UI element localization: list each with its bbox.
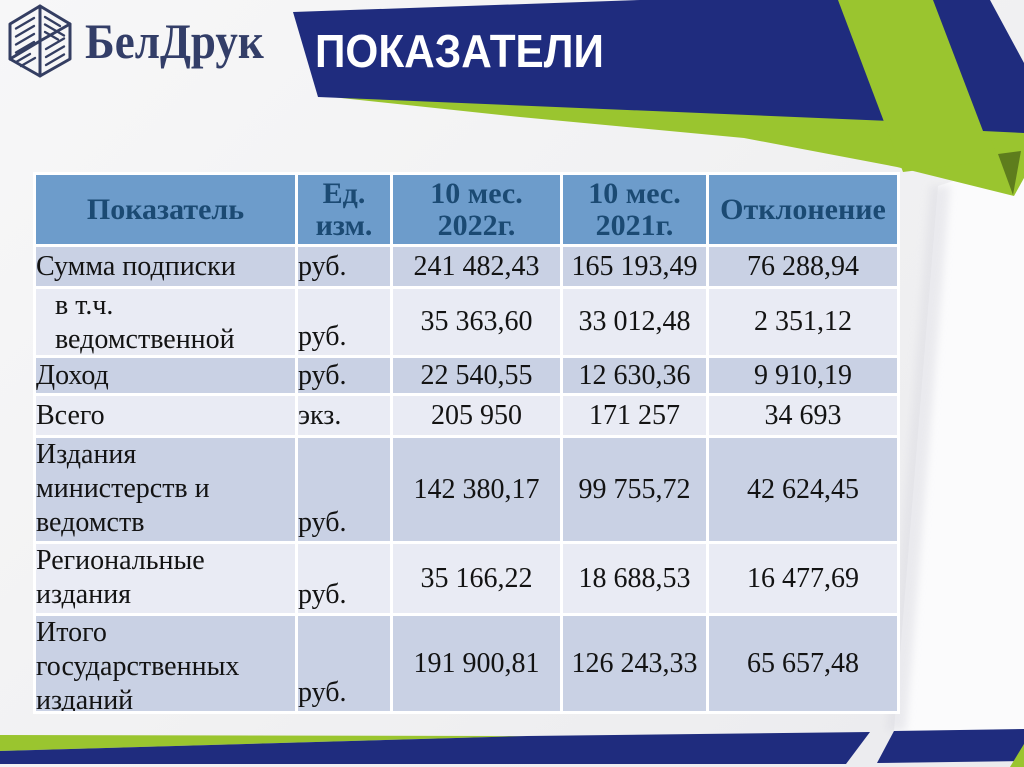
row-unit: руб.	[295, 435, 393, 544]
page-crease-shadow	[886, 186, 950, 731]
row-2021-value: 126 243,33	[560, 613, 709, 714]
row-name: Региональные издания	[33, 541, 298, 616]
row-deviation-value: 76 288,94	[706, 244, 900, 289]
cube-pages-icon	[8, 4, 72, 78]
row-2021-value: 33 012,48	[560, 286, 709, 358]
header-deviation: Отклонение	[706, 172, 900, 247]
row-unit: руб.	[295, 244, 393, 289]
footer-corner-sliver	[1010, 744, 1024, 767]
title-band	[293, 0, 918, 121]
row-name: Доход	[33, 355, 298, 396]
green-wedge	[322, 96, 1024, 196]
navy-corner-wedge	[933, 0, 1024, 133]
row-deviation-value: 42 624,45	[706, 435, 900, 544]
row-name: Всего	[33, 393, 298, 438]
header-indicator: Показатель	[33, 172, 298, 247]
table-row: Сумма подписки руб. 241 482,43 165 193,4…	[33, 244, 900, 289]
row-name: Сумма подписки	[33, 244, 298, 289]
row-2022-value: 205 950	[390, 393, 563, 438]
row-2021-value: 99 755,72	[560, 435, 709, 544]
row-deviation-value: 34 693	[706, 393, 900, 438]
row-2022-value: 22 540,55	[390, 355, 563, 396]
row-unit: экз.	[295, 393, 393, 438]
brand-name: БелДрук	[85, 13, 264, 69]
row-unit: руб.	[295, 541, 393, 616]
row-deviation-value: 16 477,69	[706, 541, 900, 616]
table-row: Итого государственных изданий руб. 191 9…	[33, 613, 900, 714]
table-row: Доход руб. 22 540,55 12 630,36 9 910,19	[33, 355, 900, 396]
row-2022-value: 142 380,17	[390, 435, 563, 544]
row-2021-value: 171 257	[560, 393, 709, 438]
table-row: Всего экз. 205 950 171 257 34 693	[33, 393, 900, 438]
row-2021-value: 165 193,49	[560, 244, 709, 289]
row-2021-value: 12 630,36	[560, 355, 709, 396]
row-unit: руб.	[295, 613, 393, 714]
row-2022-value: 35 166,22	[390, 541, 563, 616]
logo: БелДрук	[8, 4, 284, 78]
row-deviation-value: 9 910,19	[706, 355, 900, 396]
row-2022-value: 191 900,81	[390, 613, 563, 714]
row-2022-value: 241 482,43	[390, 244, 563, 289]
footer-bar	[0, 732, 870, 764]
page-edge-highlight	[894, 158, 1024, 731]
row-deviation-value: 65 657,48	[706, 613, 900, 714]
row-deviation-value: 2 351,12	[706, 286, 900, 358]
footer-bar-right	[877, 729, 1024, 763]
header-unit: Ед. изм.	[295, 172, 393, 247]
indicators-table: Показатель Ед. изм. 10 мес. 2022г. 10 ме…	[33, 172, 900, 714]
row-name: Издания министерств и ведомств	[33, 435, 298, 544]
table-row: Издания министерств и ведомств руб. 142 …	[33, 435, 900, 544]
row-2022-value: 35 363,60	[390, 286, 563, 358]
row-name: в т.ч. ведомственной	[33, 286, 298, 358]
row-name: Итого государственных изданий	[33, 613, 298, 714]
green-ribbon	[838, 0, 999, 172]
header-10m-2022: 10 мес. 2022г.	[390, 172, 563, 247]
table-row: в т.ч. ведомственной руб. 35 363,60 33 0…	[33, 286, 900, 358]
row-2021-value: 18 688,53	[560, 541, 709, 616]
ribbon-fold	[998, 151, 1021, 195]
row-unit: руб.	[295, 355, 393, 396]
table-header-row: Показатель Ед. изм. 10 мес. 2022г. 10 ме…	[33, 172, 900, 247]
header-10m-2021: 10 мес. 2021г.	[560, 172, 709, 247]
footer-green-stripe	[0, 735, 527, 751]
table-row: Региональные издания руб. 35 166,22 18 6…	[33, 541, 900, 616]
slide-title: ПОКАЗАТЕЛИ	[315, 25, 604, 77]
row-unit: руб.	[295, 286, 393, 358]
